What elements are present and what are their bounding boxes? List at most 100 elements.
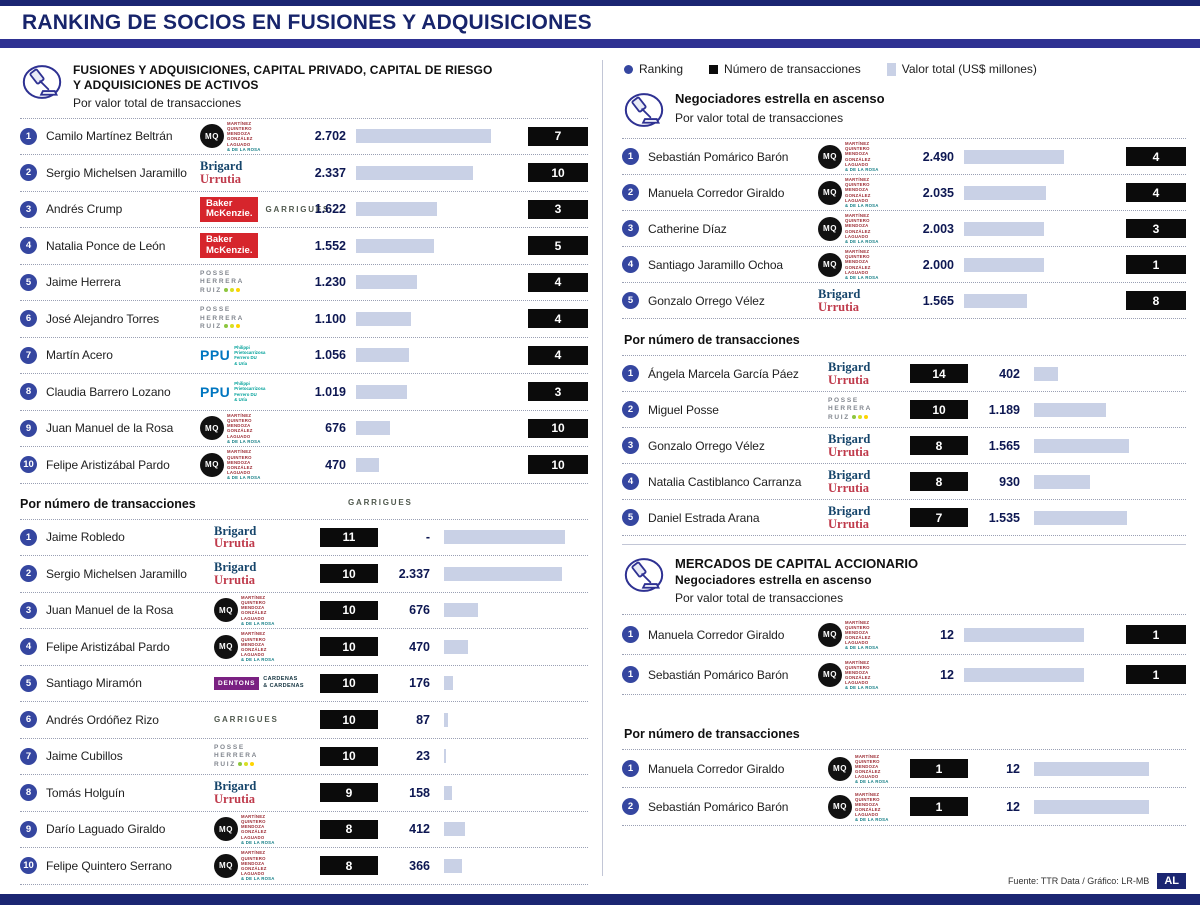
- value-label: 930: [999, 474, 1020, 489]
- list-item: 2 Sebastián Pomárico Barón MQ MARTÍNEZ QUINT…: [622, 788, 1186, 827]
- ppu-logo: PPU Philippi Prietocarrizosa Ferrero DU & Ur…: [200, 381, 266, 403]
- firm-logo: POSSE HERRERA RUIZ: [214, 744, 320, 769]
- transactions-badge: 14: [910, 364, 968, 383]
- mq-seal-icon: MQ: [214, 598, 238, 623]
- value-bar-zone: [1030, 366, 1186, 381]
- transactions-badge: 4: [528, 345, 588, 365]
- value-bar-zone: [1030, 402, 1186, 417]
- firm-logo: MQ MARTÍNEZ QUINTERO MENDOZA GONZÁLEZ LAGUADO…: [214, 814, 320, 845]
- partner-name: Santiago Miramón: [46, 676, 142, 691]
- value-bar-zone: [356, 129, 526, 144]
- value-bar: [356, 384, 407, 399]
- color-dot-icon: [235, 324, 240, 329]
- color-dot-icon: [863, 415, 868, 419]
- value-label: 1.552: [314, 238, 346, 253]
- mq-logo: MQ MARTÍNEZ QUINTERO MENDOZA GONZÁLEZ LAGUADO…: [818, 177, 879, 208]
- mq-seal-icon: MQ: [214, 634, 238, 659]
- section-title-block: FUSIONES Y ADQUISICIONES, CAPITAL PRIVAD…: [73, 62, 492, 112]
- value-label: 2.000: [922, 257, 954, 272]
- firm-logo: DENTONS CARDENAS & CARDENAS: [214, 676, 320, 690]
- value-bar-zone: [1030, 761, 1186, 776]
- ranking-list-rising-count: 1 Ángela Marcela García Páez Brigard Urruti…: [622, 355, 1186, 536]
- rank-badge: 5: [20, 674, 37, 692]
- mq-wordmark: MARTÍNEZ QUINTERO MENDOZA GONZÁLEZ LAGUADO & …: [845, 141, 879, 172]
- list-item: 5 Gonzalo Orrego Vélez Brigard Urrutia 1.565…: [622, 283, 1186, 319]
- brigard-urrutia-logo: Brigard Urrutia: [214, 779, 257, 806]
- partner-name: Sebastián Pomárico Barón: [648, 149, 789, 164]
- mq-wordmark: MARTÍNEZ QUINTERO MENDOZA GONZÁLEZ LAGUADO & …: [227, 449, 261, 481]
- value-label: 470: [325, 457, 346, 472]
- value-label: 1.100: [314, 311, 346, 326]
- mq-seal-icon: MQ: [200, 124, 224, 149]
- partner-name: Santiago Jaramillo Ochoa: [648, 257, 784, 272]
- color-dot-icon: [243, 761, 248, 766]
- list-item: 10 Felipe Aristizábal Pardo MQ MARTÍNEZ QUIN…: [20, 447, 588, 484]
- footer-source: Fuente: TTR Data / Gráfico: LR-MB: [1007, 876, 1150, 886]
- value-bar: [356, 129, 491, 144]
- firm-logo: Brigard Urrutia: [828, 504, 910, 531]
- posse-herrera-ruiz-logo: POSSE HERRERA RUIZ: [200, 269, 245, 294]
- brigard-urrutia-logo: Brigard Urrutia: [828, 431, 871, 459]
- value-bar: [444, 822, 465, 837]
- list-item: 2 Manuela Corredor Giraldo MQ MARTÍNEZ QUINT…: [622, 175, 1186, 211]
- rank-badge: 1: [622, 760, 639, 778]
- partner-name: Sebastián Pomárico Barón: [648, 799, 789, 814]
- firm-logo: POSSE HERRERA RUIZ: [200, 270, 302, 295]
- section-header-ecm: MERCADOS DE CAPITAL ACCIONARIO Negociado…: [622, 555, 1186, 606]
- rank-badge: 10: [20, 857, 37, 875]
- subsection-header: Por número de transacciones GARRIGUES: [20, 489, 588, 519]
- value-bar: [356, 457, 379, 472]
- left-column: FUSIONES Y ADQUISICIONES, CAPITAL PRIVAD…: [0, 48, 596, 894]
- value-bar-zone: [440, 566, 588, 581]
- brigard-urrutia-logo: Brigard Urrutia: [214, 523, 257, 551]
- firm-logo: MQ MARTÍNEZ QUINTERO MENDOZA GONZÁLEZ LAGUADO…: [818, 249, 908, 280]
- value-bar-zone: [1030, 510, 1186, 525]
- list-item: 3 Andrés Crump Baker McKenzie. GARRIGUES 1.62…: [20, 192, 588, 229]
- rank-badge: 4: [622, 256, 639, 273]
- brigard-urrutia-logo: Brigard Urrutia: [818, 286, 861, 314]
- list-item: 4 Natalia Ponce de León Baker McKenzie. 1.55…: [20, 228, 588, 265]
- list-item: 7 Jaime Cubillos POSSE HERRERA RUIZ 10 23: [20, 739, 588, 776]
- transactions-badge: 10: [320, 710, 378, 730]
- list-item: 5 Daniel Estrada Arana Brigard Urrutia 7 1.53…: [622, 500, 1186, 536]
- value-bar-zone: [356, 311, 526, 326]
- value-label: 1.019: [314, 384, 346, 399]
- transactions-badge: 7: [528, 126, 588, 146]
- value-bar-zone: [440, 712, 588, 727]
- value-bar: [444, 858, 462, 873]
- value-bar: [444, 676, 453, 691]
- mq-wordmark: MARTÍNEZ QUINTERO MENDOZA GONZÁLEZ LAGUADO & …: [845, 619, 879, 651]
- color-dot-icon: [237, 761, 242, 766]
- section-subtitle: Por valor total de transacciones: [675, 590, 844, 605]
- mq-seal-icon: MQ: [818, 622, 842, 647]
- section-title-block: MERCADOS DE CAPITAL ACCIONARIO Negociado…: [675, 555, 918, 606]
- mq-wordmark: MARTÍNEZ QUINTERO MENDOZA GONZÁLEZ LAGUADO & …: [855, 791, 889, 823]
- transactions-badge: 1: [1126, 625, 1186, 645]
- brigard-urrutia-logo: Brigard Urrutia: [828, 359, 871, 387]
- firm-logo: Brigard Urrutia: [200, 160, 302, 186]
- value-label: 1.230: [314, 275, 346, 290]
- list-item: 10 Felipe Quintero Serrano MQ MARTÍNEZ QUINT…: [20, 848, 588, 885]
- transactions-badge: 3: [528, 382, 588, 402]
- partner-name: Gonzalo Orrego Vélez: [648, 293, 765, 308]
- section-title: FUSIONES Y ADQUISICIONES, CAPITAL PRIVAD…: [73, 63, 493, 77]
- firm-logo: POSSE HERRERA RUIZ: [200, 306, 302, 331]
- list-item: 1 Manuela Corredor Giraldo MQ MARTÍNEZ QUINT…: [622, 750, 1186, 789]
- value-label: 402: [999, 366, 1020, 381]
- transactions-badge: 3: [528, 199, 588, 219]
- value-bar-zone: [356, 348, 526, 363]
- transactions-badge: 9: [320, 783, 378, 803]
- value-bar: [444, 603, 478, 618]
- value-bar: [356, 202, 437, 217]
- gavel-icon: [624, 558, 664, 592]
- transactions-badge: 10: [528, 163, 588, 183]
- partner-name: Catherine Díaz: [648, 221, 727, 236]
- section-subtitle: Por valor total de transacciones: [675, 110, 844, 125]
- value-label: 158: [409, 785, 430, 800]
- rank-badge: 2: [20, 164, 37, 182]
- list-item: 3 Gonzalo Orrego Vélez Brigard Urrutia 8 1.56…: [622, 428, 1186, 464]
- color-dot-icon: [229, 287, 234, 292]
- value-label: 2.702: [314, 129, 346, 144]
- firm-logo: MQ MARTÍNEZ QUINTERO MENDOZA GONZÁLEZ LAGUADO…: [200, 121, 302, 152]
- rank-badge: 2: [622, 184, 639, 201]
